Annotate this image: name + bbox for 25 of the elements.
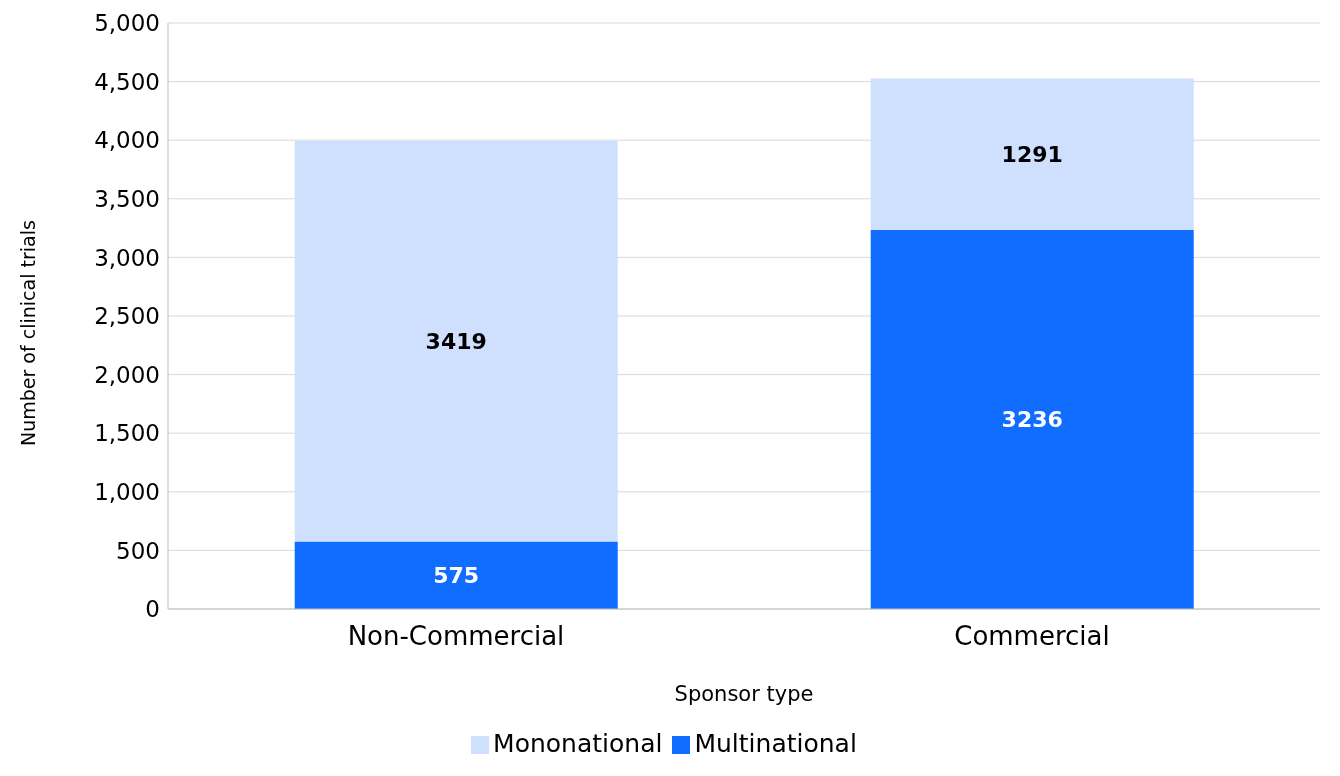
legend-label: Multinational — [694, 729, 857, 758]
bar — [870, 78, 1194, 230]
y-tick-label: 1,500 — [94, 420, 160, 447]
y-tick-label: 4,500 — [94, 68, 160, 95]
data-label: 575 — [433, 563, 480, 589]
legend-label: Mononational — [493, 729, 663, 758]
data-label: 3236 — [1001, 407, 1063, 433]
bar — [870, 229, 1194, 609]
x-axis-title: Sponsor type — [674, 682, 814, 706]
y-tick-label: 2,500 — [94, 303, 160, 330]
bar — [294, 140, 618, 542]
y-tick-label: 2,000 — [94, 361, 160, 388]
y-tick-label: 4,000 — [94, 127, 160, 154]
y-tick-label: 5,000 — [94, 10, 160, 37]
y-tick-label: 1,000 — [94, 478, 160, 505]
y-tick-label: 500 — [116, 537, 160, 564]
bar — [294, 541, 618, 609]
y-tick-label: 0 — [145, 596, 160, 623]
data-label: 1291 — [1001, 141, 1063, 167]
y-tick-label: 3,500 — [94, 185, 160, 212]
x-tick-label: Commercial — [954, 621, 1110, 652]
x-tick-label: Non-Commercial — [347, 621, 565, 652]
data-label: 3419 — [425, 329, 487, 355]
y-axis-title: Number of clinical trials — [16, 220, 39, 446]
y-tick-label: 3,000 — [94, 244, 160, 271]
